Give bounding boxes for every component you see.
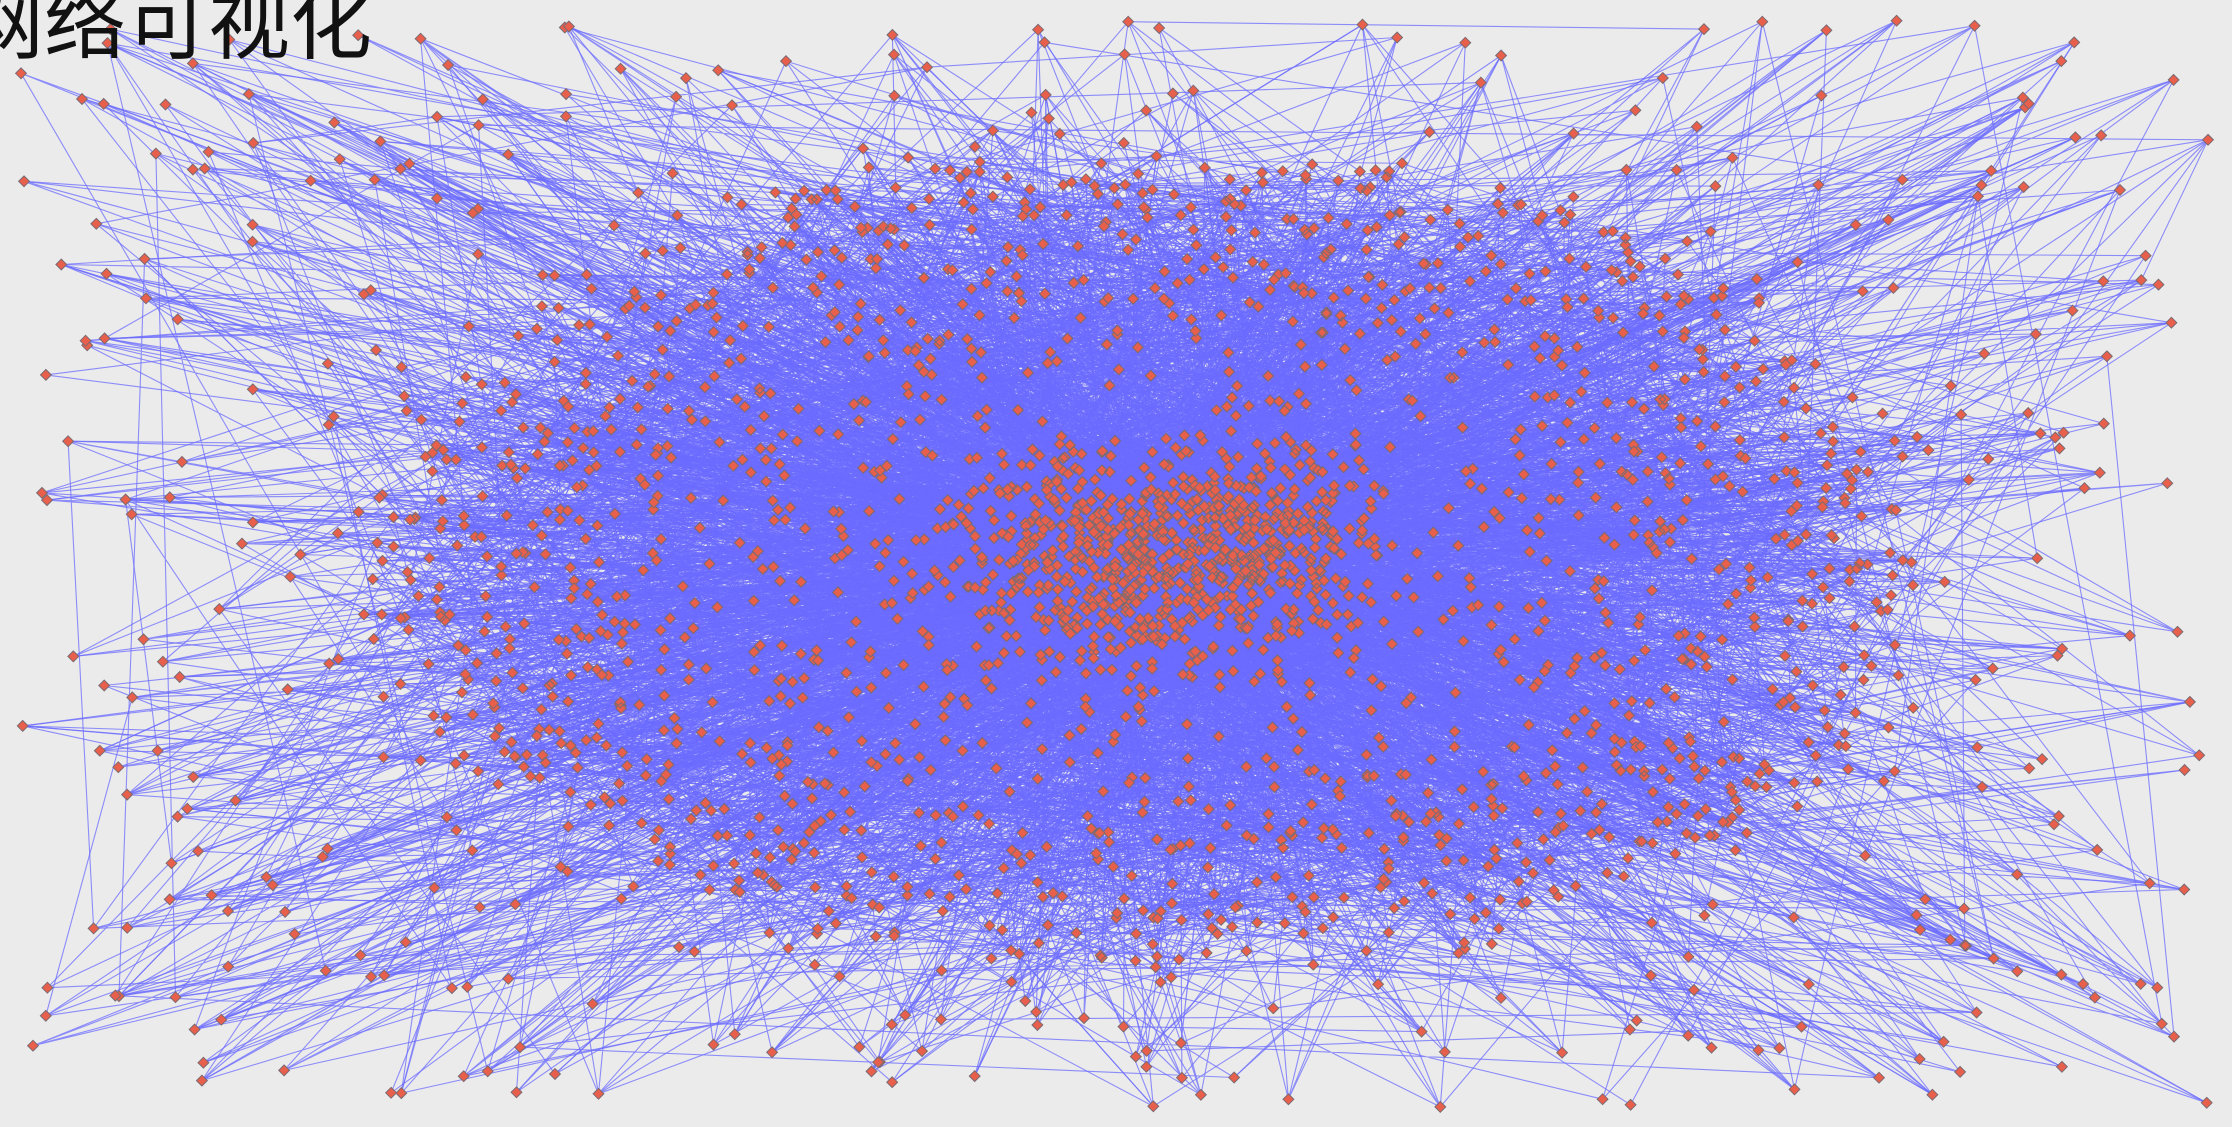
node-group: [41, 18, 2156, 1100]
nodes-layer: [14, 14, 2215, 1114]
node-group: [14, 20, 2191, 1114]
page-title: 网络可视化: [0, 0, 373, 72]
